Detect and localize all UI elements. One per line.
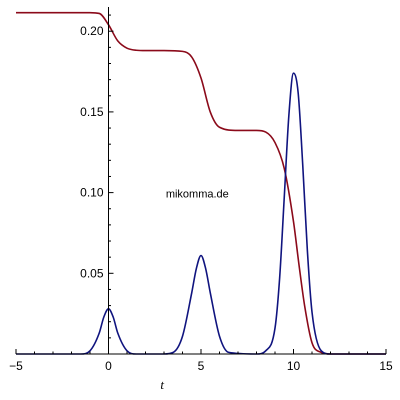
labels-layer: −5 0 5 10 15 0.05 0.10 0.15 0.20 t mikomma.de xyxy=(9,24,393,392)
watermark-annotation: mikomma.de xyxy=(166,188,229,200)
x-axis-title: t xyxy=(160,377,164,392)
x-tick-label: 0 xyxy=(105,359,112,373)
x-tick-label: 10 xyxy=(287,359,301,373)
y-tick-label: 0.20 xyxy=(80,24,104,38)
y-tick-label: 0.10 xyxy=(80,186,104,200)
y-tick-label: 0.05 xyxy=(80,266,104,280)
y-tick-label: 0.15 xyxy=(80,105,104,119)
x-tick-label: −5 xyxy=(9,359,23,373)
series-line-2 xyxy=(15,72,386,355)
curves-layer xyxy=(15,11,386,355)
series-line-1 xyxy=(15,11,386,355)
axes-layer xyxy=(15,7,387,355)
x-tick-label: 15 xyxy=(379,359,393,373)
x-tick-label: 5 xyxy=(198,359,205,373)
